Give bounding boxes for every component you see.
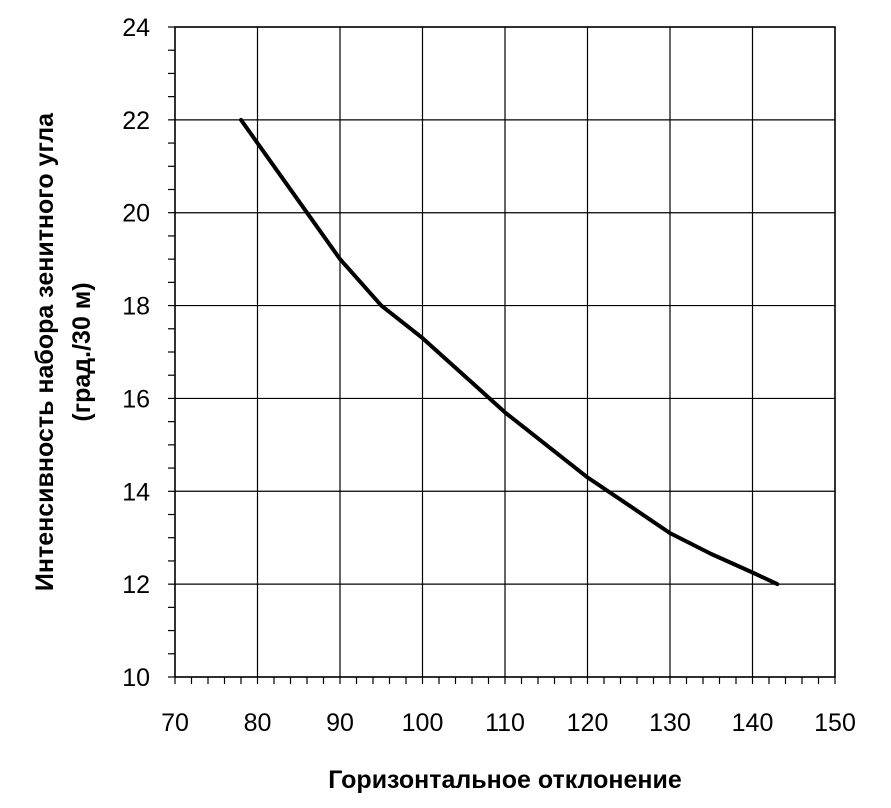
x-axis-tick-labels: 70 80 90 100 110 120 130 140 150	[161, 709, 856, 737]
x-tick-label: 130	[649, 709, 691, 737]
series-line	[239, 117, 780, 587]
y-tick-label: 12	[122, 571, 150, 599]
y-axis-title-line2: (град./30 м)	[68, 282, 96, 421]
y-axis-title-line1: Интенсивность набора зенитного угла	[31, 112, 59, 591]
minor-ticks	[168, 26, 836, 684]
x-tick-label: 120	[567, 709, 609, 737]
grid	[174, 26, 836, 678]
y-tick-label: 20	[122, 200, 150, 228]
x-tick-label: 80	[244, 709, 272, 737]
y-axis-tick-labels: 10 12 14 16 18 20 22 24	[122, 14, 150, 692]
y-tick-label: 10	[122, 664, 150, 692]
x-tick-label: 150	[814, 709, 856, 737]
x-axis-title: Горизонтальное отклонение	[328, 766, 682, 794]
y-tick-label: 22	[122, 107, 150, 135]
y-tick-label: 24	[122, 14, 150, 42]
x-tick-label: 90	[326, 709, 354, 737]
x-tick-label: 140	[732, 709, 774, 737]
y-tick-label: 18	[122, 293, 150, 321]
x-tick-label: 110	[485, 709, 525, 737]
series-group	[239, 117, 780, 587]
y-tick-label: 14	[122, 478, 150, 506]
x-tick-label: 70	[161, 709, 189, 737]
x-tick-label: 100	[402, 709, 444, 737]
y-tick-label: 16	[122, 385, 150, 413]
